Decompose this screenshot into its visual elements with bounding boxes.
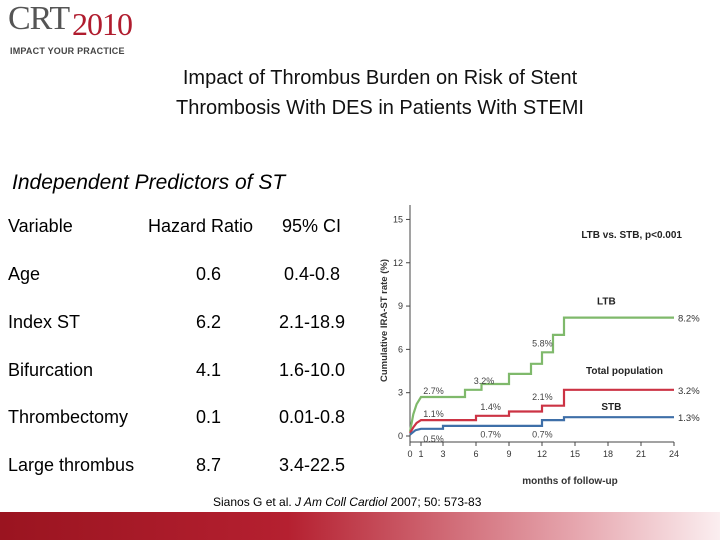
citation-authors: Sianos G et al. (213, 495, 296, 509)
header-ci: 95% CI (282, 216, 342, 236)
chart-title: LTB vs. STB, p<0.001 (581, 230, 682, 241)
crt-logo: CRT 2010 IMPACT YOUR PRACTICE (6, 0, 156, 56)
logo-year: 2010 (72, 6, 133, 42)
row-ci: 3.4-22.5 (279, 455, 346, 475)
row-ci: 0.4-0.8 (284, 264, 341, 284)
citation-journal: J Am Coll Cardiol (295, 495, 388, 509)
citation: Sianos G et al. J Am Coll Cardiol 2007; … (213, 495, 481, 509)
series-end-label: 8.2% (678, 314, 700, 325)
kaplan-meier-chart: 0 3 6 9 12 15 0 1 3 6 9 12 15 18 21 24 months of follow-… (370, 188, 710, 490)
y-tick-label: 0 (398, 431, 403, 441)
slide-title-line2: Thrombosis With DES in Patients With STE… (176, 97, 584, 119)
row-hazard-ratio: 0.6 (196, 264, 222, 284)
y-tick-label: 6 (398, 344, 403, 354)
y-tick-label: 9 (398, 301, 403, 311)
logo-brand: CRT (8, 0, 70, 37)
header-hazard-ratio: Hazard Ratio (148, 216, 254, 236)
x-tick-label: 9 (506, 449, 511, 459)
data-annotation: 0.7% (480, 429, 501, 439)
x-axis-label: months of follow-up (522, 476, 618, 487)
row-hazard-ratio: 4.1 (196, 360, 222, 380)
data-annotation: 1.4% (480, 402, 501, 412)
series-line-stb (409, 416, 674, 436)
row-variable: Large thrombus (8, 455, 135, 475)
y-tick-label: 3 (398, 388, 403, 398)
row-hazard-ratio: 6.2 (196, 312, 222, 332)
y-tick-label: 15 (393, 214, 403, 224)
y-tick-label: 12 (393, 258, 403, 268)
x-tick-label: 24 (669, 449, 679, 459)
data-annotation: 0.5% (423, 434, 444, 444)
series-end-label: 3.2% (678, 386, 700, 397)
series-label: LTB (597, 297, 616, 308)
x-tick-label: 21 (636, 449, 646, 459)
series-end-label: 1.3% (678, 413, 700, 424)
x-tick-label: 6 (473, 449, 478, 459)
row-variable: Age (8, 264, 41, 284)
row-variable: Bifurcation (8, 360, 94, 380)
x-tick-label: 1 (418, 449, 423, 459)
table-subtitle: Independent Predictors of ST (12, 171, 286, 194)
x-tick-label: 18 (603, 449, 613, 459)
x-tick-label: 12 (537, 449, 547, 459)
x-tick-label: 3 (440, 449, 445, 459)
row-variable: Index ST (8, 312, 81, 332)
logo-tagline: IMPACT YOUR PRACTICE (10, 46, 125, 56)
row-ci: 1.6-10.0 (279, 360, 346, 380)
series-label: STB (601, 402, 621, 413)
row-hazard-ratio: 8.7 (196, 455, 222, 475)
data-annotation: 2.7% (423, 386, 444, 396)
y-axis-label: Cumulative IRA-ST rate (%) (379, 259, 390, 382)
series-label: Total population (586, 366, 663, 377)
row-ci: 0.01-0.8 (279, 407, 346, 427)
data-annotation: 5.8% (532, 338, 553, 348)
data-annotation: 3.2% (474, 376, 495, 386)
data-annotation: 0.7% (532, 429, 553, 439)
slide-title-line1: Impact of Thrombus Burden on Risk of Ste… (182, 67, 578, 89)
row-variable: Thrombectomy (8, 407, 129, 427)
x-tick-label: 15 (570, 449, 580, 459)
footer-bar (0, 512, 720, 540)
row-ci: 2.1-18.9 (279, 312, 346, 332)
series-line-ltb (408, 316, 674, 432)
data-annotation: 2.1% (532, 392, 553, 402)
series-line-total-population (409, 388, 674, 434)
row-hazard-ratio: 0.1 (196, 407, 222, 427)
header-variable: Variable (8, 216, 73, 236)
citation-details: 2007; 50: 573-83 (387, 495, 482, 509)
x-tick-label: 0 (407, 449, 412, 459)
data-annotation: 1.1% (423, 409, 444, 419)
